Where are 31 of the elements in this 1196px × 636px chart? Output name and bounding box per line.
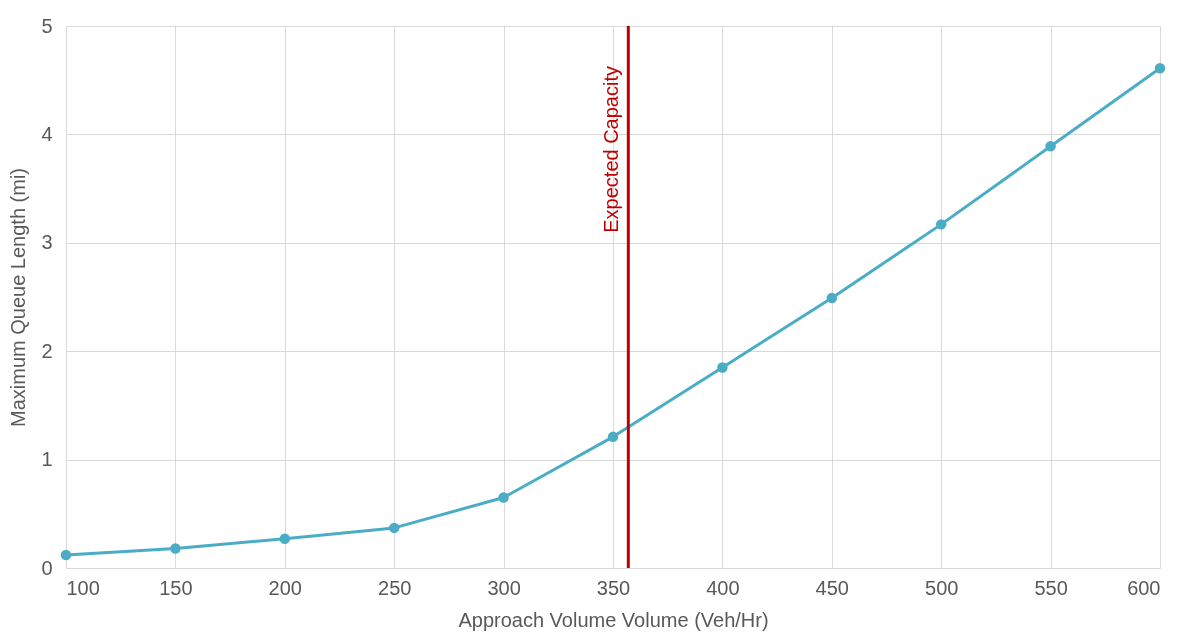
x-tick-label: 100	[66, 576, 100, 599]
x-tick-label: 450	[815, 576, 849, 599]
x-tick-label: 200	[268, 576, 302, 599]
point	[826, 292, 838, 304]
point	[935, 219, 947, 230]
point	[1045, 141, 1056, 152]
y-tick-label: 4	[41, 122, 53, 145]
point	[1154, 63, 1166, 74]
y-tick-label: 2	[41, 339, 53, 362]
x-tick-label: 550	[1034, 576, 1068, 599]
y-tick-label: 3	[41, 231, 53, 254]
x-tick-label: 150	[159, 576, 193, 599]
point	[170, 543, 181, 554]
x-axis-title: Approach Volume Volume (Veh/Hr)	[458, 608, 769, 631]
y-tick-label: 5	[41, 14, 53, 37]
ref-line-label: Expected Capacity	[600, 66, 623, 233]
x-tick-label: 500	[925, 576, 959, 599]
x-tick-label: 250	[378, 576, 412, 599]
y-tick-label: 1	[41, 448, 53, 471]
point	[60, 549, 72, 561]
x-tick-label: 350	[596, 576, 631, 599]
point	[498, 492, 509, 503]
point	[607, 431, 619, 443]
x-tick-label: 400	[706, 576, 740, 599]
point	[388, 522, 400, 534]
x-tick-label: 600	[1127, 576, 1161, 599]
y-tick-label: 0	[41, 556, 53, 579]
point	[717, 362, 728, 373]
x-tick-label: 300	[487, 576, 521, 599]
y-axis-title: Maximum Queue Length (mi)	[7, 168, 30, 427]
point	[279, 533, 291, 544]
